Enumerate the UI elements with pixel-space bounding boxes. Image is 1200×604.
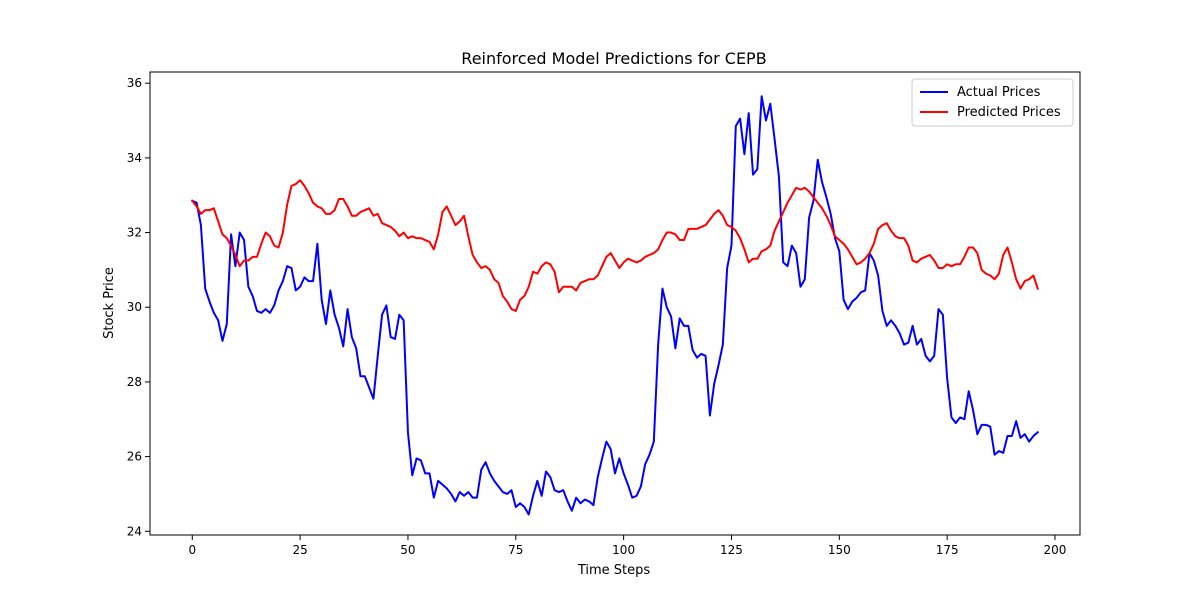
y-axis-label: Stock Price	[102, 267, 117, 339]
y-tick-label: 34	[127, 151, 142, 165]
x-axis-label: Time Steps	[577, 563, 651, 578]
y-tick-label: 24	[127, 524, 142, 538]
y-tick-label: 32	[127, 226, 142, 240]
x-tick-label: 125	[720, 543, 743, 557]
legend-label-actual: Actual Prices	[957, 85, 1041, 100]
series-layer	[190, 95, 1040, 516]
y-tick-label: 36	[127, 76, 142, 90]
legend-box	[911, 78, 1074, 127]
x-tick-label: 200	[1044, 543, 1067, 557]
plot-frame	[149, 71, 1081, 536]
x-tick-label: 25	[292, 543, 307, 557]
x-tick-label: 50	[400, 543, 415, 557]
y-tick-label: 26	[127, 450, 142, 464]
x-tick-label: 150	[828, 543, 851, 557]
x-tick-label: 175	[936, 543, 959, 557]
x-axis: 0 25 50 75 100 125 150 175 200	[188, 535, 1066, 557]
actual-prices-line	[190, 95, 1040, 516]
predicted-prices-line	[190, 179, 1039, 312]
y-axis: 24 26 28 30 32 34 36	[127, 76, 150, 538]
chart-title: Reinforced Model Predictions for CEPB	[461, 49, 766, 68]
y-tick-label: 28	[127, 375, 142, 389]
legend-label-predicted: Predicted Prices	[957, 105, 1061, 120]
x-tick-label: 100	[612, 543, 635, 557]
legend: Actual Prices Predicted Prices	[911, 78, 1074, 127]
x-tick-label: 75	[508, 543, 523, 557]
plot-area	[150, 72, 1080, 535]
x-tick-label: 0	[188, 543, 196, 557]
y-tick-label: 30	[127, 300, 142, 314]
